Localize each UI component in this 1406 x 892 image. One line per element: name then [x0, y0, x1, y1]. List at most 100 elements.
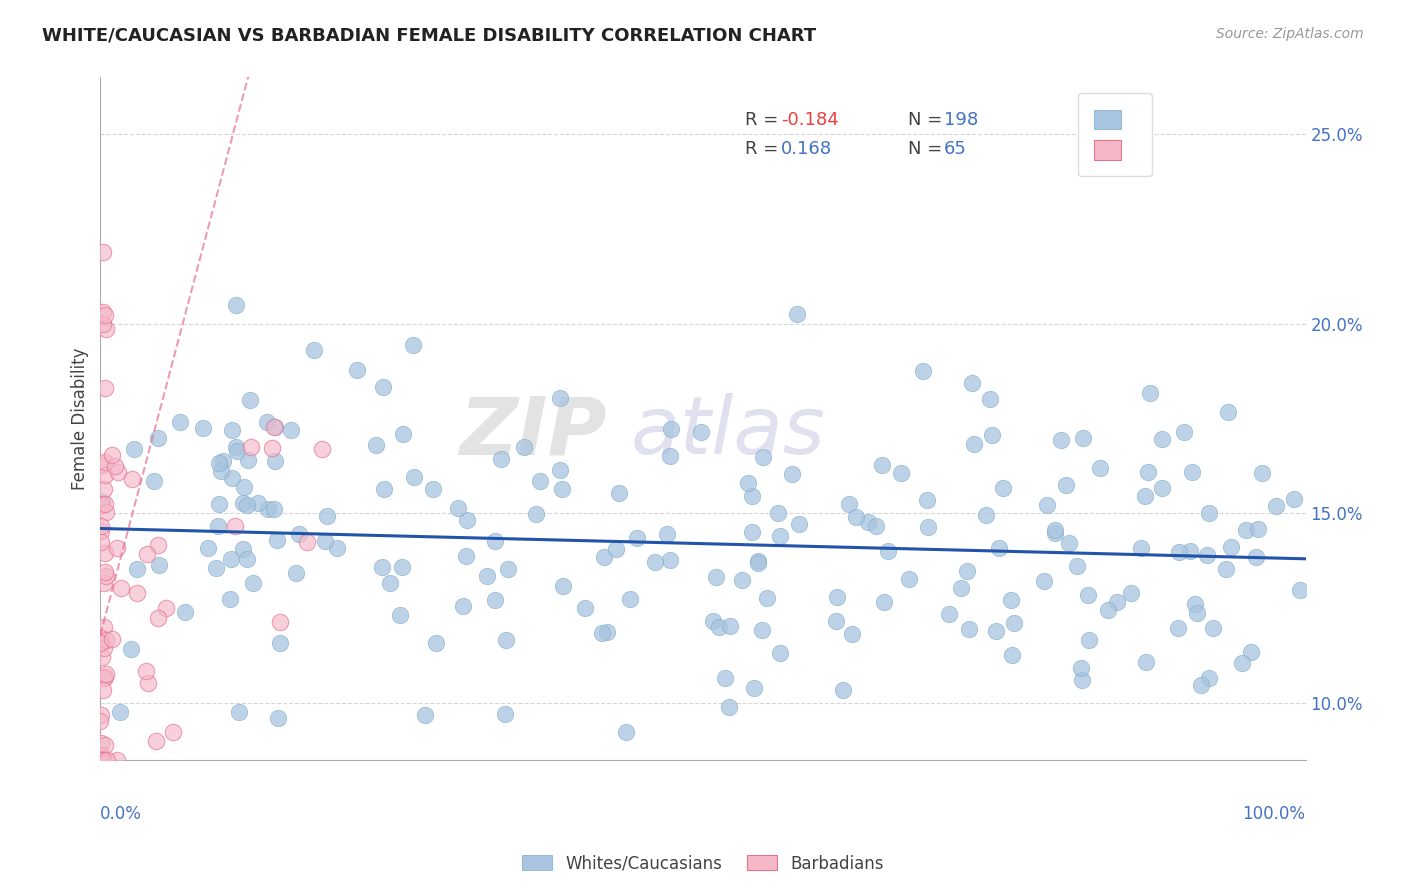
Point: [239, 440, 262, 454]
Point: [752, 450, 775, 464]
Point: [1043, 525, 1066, 540]
Point: [91, 683, 114, 698]
Point: [94, 455, 117, 469]
Point: [90, 747, 112, 762]
Point: [263, 420, 285, 434]
Point: [1000, 592, 1022, 607]
Point: [591, 625, 613, 640]
Point: [655, 527, 678, 541]
Point: [870, 458, 893, 472]
Point: [146, 538, 169, 552]
Point: [550, 482, 572, 496]
Point: [89, 636, 111, 650]
Point: [413, 707, 436, 722]
Point: [93, 497, 115, 511]
Point: [125, 586, 148, 600]
Point: [391, 560, 413, 574]
Point: [225, 441, 247, 455]
Point: [90, 631, 112, 645]
Point: [91, 753, 114, 767]
Point: [872, 595, 894, 609]
Point: [94, 667, 117, 681]
Point: [127, 562, 149, 576]
Point: [1071, 431, 1094, 445]
Point: [717, 700, 740, 714]
Point: [659, 449, 682, 463]
Point: [619, 591, 641, 606]
Point: [1078, 633, 1101, 648]
Point: [110, 581, 132, 595]
Point: [737, 476, 759, 491]
Text: atlas: atlas: [631, 393, 825, 471]
Point: [1198, 671, 1220, 685]
Point: [1240, 644, 1263, 658]
Point: [162, 724, 184, 739]
Point: [94, 505, 117, 519]
Point: [979, 392, 1001, 406]
Point: [1002, 615, 1025, 630]
Point: [593, 549, 616, 564]
Point: [207, 518, 229, 533]
Point: [226, 444, 249, 458]
Point: [425, 636, 447, 650]
Point: [548, 463, 571, 477]
Point: [1198, 506, 1220, 520]
Point: [257, 501, 280, 516]
Text: 198: 198: [943, 111, 979, 128]
Point: [90, 649, 112, 664]
Point: [91, 318, 114, 332]
Point: [1119, 586, 1142, 600]
Point: [453, 599, 475, 613]
Point: [1215, 562, 1237, 576]
Point: [956, 564, 979, 578]
Point: [260, 441, 283, 455]
Point: [191, 421, 214, 435]
Point: [105, 541, 128, 556]
Point: [148, 558, 170, 573]
Text: R =: R =: [745, 111, 785, 128]
Point: [269, 615, 291, 629]
Text: R =: R =: [745, 140, 785, 158]
Point: [93, 671, 115, 685]
Text: 65: 65: [943, 140, 967, 158]
Point: [595, 624, 617, 639]
Point: [1043, 523, 1066, 537]
Point: [221, 471, 243, 485]
Point: [93, 641, 115, 656]
Point: [94, 753, 117, 767]
Point: [225, 297, 247, 311]
Point: [1246, 522, 1268, 536]
Point: [1246, 549, 1268, 564]
Point: [288, 526, 311, 541]
Point: [120, 642, 142, 657]
Point: [718, 619, 741, 633]
Point: [626, 531, 648, 545]
Point: [136, 675, 159, 690]
Point: [91, 244, 114, 259]
Point: [90, 736, 112, 750]
Legend: Whites/Caucasians, Barbadians: Whites/Caucasians, Barbadians: [516, 848, 890, 880]
Point: [1057, 536, 1080, 550]
Point: [232, 496, 254, 510]
Point: [1136, 466, 1159, 480]
Point: [714, 672, 737, 686]
Point: [832, 682, 855, 697]
Point: [269, 636, 291, 650]
Point: [207, 497, 229, 511]
Point: [1032, 574, 1054, 588]
Point: [256, 415, 278, 429]
Text: ZIP: ZIP: [460, 393, 606, 471]
Point: [297, 535, 319, 549]
Point: [1139, 386, 1161, 401]
Point: [93, 482, 115, 496]
Point: [960, 376, 983, 390]
Point: [987, 541, 1010, 555]
Point: [1187, 606, 1209, 620]
Legend: , : ,: [1078, 94, 1152, 177]
Point: [787, 517, 810, 532]
Point: [1282, 492, 1305, 507]
Point: [702, 615, 724, 629]
Point: [484, 534, 506, 549]
Point: [239, 392, 262, 407]
Point: [422, 482, 444, 496]
